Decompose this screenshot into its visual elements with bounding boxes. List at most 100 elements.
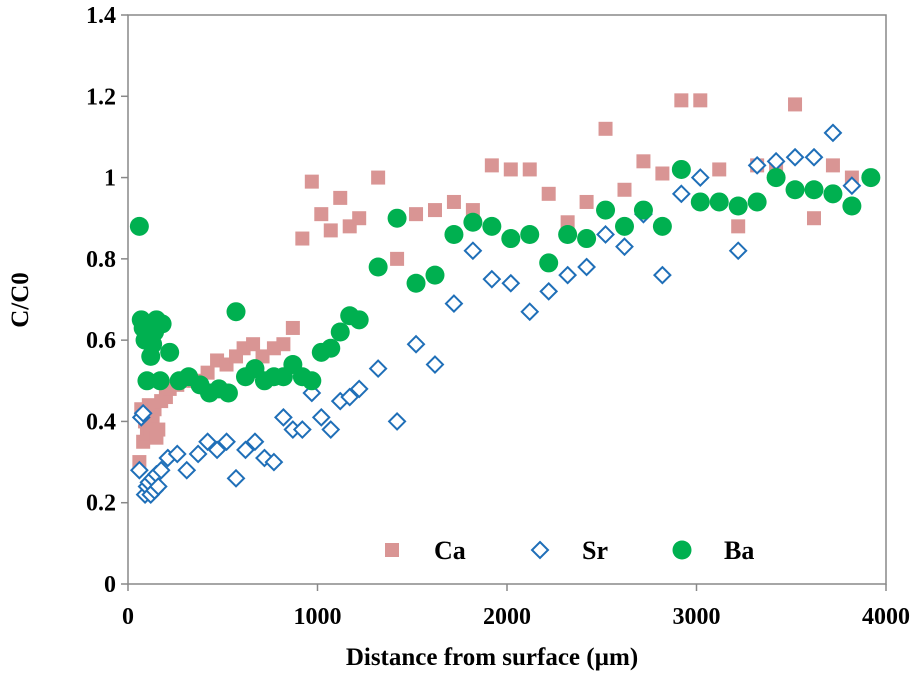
- data-point-ba: [633, 200, 653, 220]
- data-point-ba: [368, 257, 388, 277]
- data-point-ba: [321, 338, 341, 358]
- data-point-sr: [198, 432, 218, 452]
- series-sr: [129, 123, 862, 504]
- data-point-sr: [368, 359, 388, 379]
- data-point-ca: [427, 203, 442, 218]
- data-point-ba: [728, 196, 748, 216]
- data-point-sr: [804, 147, 824, 167]
- data-point-sr: [520, 302, 540, 322]
- data-point-ba: [709, 192, 729, 212]
- y-tick-label: 0: [104, 572, 116, 598]
- data-point-ba: [150, 371, 170, 391]
- data-point-ca: [579, 194, 594, 209]
- data-point-sr: [728, 241, 748, 261]
- y-tick-label: 1.2: [86, 84, 116, 110]
- data-marks: [129, 93, 881, 504]
- x-tick-label: 3000: [673, 604, 721, 630]
- data-point-ca: [151, 422, 166, 437]
- x-axis-title: Distance from surface (µm): [346, 644, 638, 671]
- data-point-ca: [522, 162, 537, 177]
- data-point-ba: [444, 224, 464, 244]
- data-point-ca: [693, 93, 708, 108]
- data-point-ba: [614, 216, 634, 236]
- data-point-sr: [264, 452, 284, 472]
- y-tick-label: 1.4: [86, 3, 116, 29]
- data-point-ba: [137, 371, 157, 391]
- data-point-ba: [785, 180, 805, 200]
- data-point-ba: [558, 224, 578, 244]
- data-point-ca: [731, 219, 746, 234]
- data-point-ca: [333, 190, 348, 205]
- data-point-ba: [482, 216, 502, 236]
- data-point-ba: [152, 314, 172, 334]
- data-point-ca: [446, 194, 461, 209]
- data-point-sr: [463, 241, 483, 261]
- plot-frame: [127, 14, 887, 585]
- x-tick-label: 2000: [483, 604, 531, 630]
- data-point-sr: [129, 460, 149, 480]
- y-tick-label: 0.2: [86, 491, 116, 517]
- data-point-ba: [129, 216, 149, 236]
- data-point-sr: [425, 355, 445, 374]
- data-point-ca: [246, 337, 261, 352]
- data-point-ba: [425, 265, 445, 285]
- data-point-ca: [541, 186, 556, 201]
- data-point-sr: [188, 444, 208, 464]
- y-tick-label: 0.8: [86, 247, 116, 273]
- data-point-ca: [788, 97, 803, 112]
- data-point-ba: [747, 192, 767, 212]
- data-point-ba: [690, 192, 710, 212]
- y-axis: 0 0.2 0.4 0.6 0.8 1 1.2 1.4: [86, 3, 128, 598]
- data-point-sr: [615, 237, 634, 257]
- data-point-ba: [823, 184, 843, 204]
- legend: Ca Sr Ba: [385, 536, 754, 565]
- data-point-ca: [323, 223, 338, 238]
- data-point-sr: [785, 147, 805, 167]
- x-tick-label: 0: [122, 604, 134, 630]
- data-point-ba: [652, 216, 672, 236]
- data-point-sr: [671, 184, 691, 204]
- data-point-ca: [598, 121, 613, 136]
- data-point-ba: [520, 224, 540, 244]
- data-point-sr: [690, 168, 710, 187]
- data-point-ca: [371, 170, 386, 185]
- data-point-sr: [340, 387, 360, 407]
- data-point-ba: [330, 322, 350, 342]
- data-point-ba: [387, 208, 407, 228]
- data-point-ca: [655, 166, 670, 181]
- data-point-ca: [295, 231, 310, 246]
- legend-item-ba: Ba: [672, 536, 754, 565]
- data-point-ca: [409, 207, 424, 222]
- y-tick-label: 1: [104, 166, 116, 192]
- legend-label-ba: Ba: [724, 536, 754, 565]
- data-point-ca: [806, 211, 821, 226]
- series-ba: [129, 159, 881, 403]
- data-point-sr: [577, 257, 597, 277]
- data-point-ca: [636, 154, 651, 169]
- legend-item-sr: Sr: [530, 536, 608, 565]
- data-point-sr: [311, 407, 331, 427]
- data-point-ca: [352, 211, 367, 226]
- x-tick-label: 4000: [862, 604, 910, 630]
- legend-label-ca: Ca: [434, 536, 466, 565]
- data-point-ba: [861, 168, 881, 188]
- legend-marker-ba: [672, 540, 692, 560]
- data-point-ba: [842, 196, 862, 216]
- data-point-sr: [321, 420, 341, 439]
- data-point-sr: [292, 420, 312, 439]
- data-point-sr: [539, 281, 559, 301]
- x-axis: 0 1000 2000 3000 4000: [122, 584, 910, 630]
- data-point-sr: [273, 407, 293, 427]
- data-point-ca: [276, 337, 291, 352]
- data-point-ba: [160, 342, 180, 362]
- data-point-sr: [148, 477, 168, 496]
- data-point-sr: [652, 265, 672, 285]
- data-point-ca: [825, 158, 840, 173]
- data-point-ba: [218, 383, 238, 403]
- data-point-sr: [207, 440, 227, 460]
- data-point-ca: [503, 162, 518, 177]
- data-point-ca: [304, 174, 319, 189]
- legend-item-ca: Ca: [385, 536, 466, 565]
- data-point-sr: [558, 265, 578, 285]
